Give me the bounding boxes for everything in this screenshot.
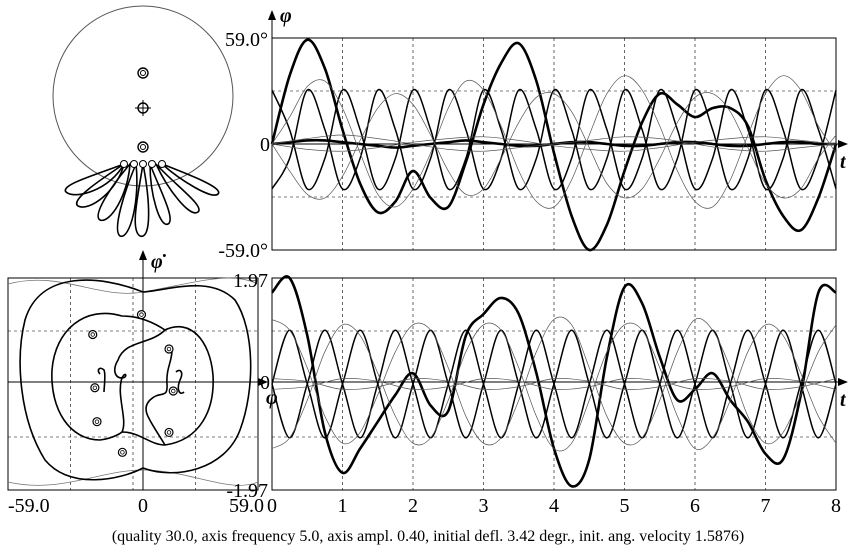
velocity-plot-x-ticks: 0 1 2 3 4 5 6 7 8 bbox=[267, 495, 841, 517]
phase-plot-x-arrow bbox=[258, 378, 268, 386]
x-tick-label: 2 bbox=[408, 495, 418, 517]
phase-marker-core bbox=[139, 312, 144, 317]
velocity-plot-series bbox=[271, 275, 837, 488]
series-line-5 bbox=[271, 322, 837, 452]
figure-canvas: φ t 59.0° 0 -59.0° φ̇ φ -59.0 0 59.0 bbox=[7, 5, 848, 517]
pendulum-mass-markers bbox=[120, 160, 166, 168]
series-line-7 bbox=[271, 134, 837, 152]
phase-plot-y-arrow bbox=[139, 250, 147, 260]
series-line-6 bbox=[271, 92, 837, 200]
x-tick-label: 8 bbox=[831, 495, 841, 517]
angle-plot-y-arrow bbox=[268, 10, 276, 20]
series-line-5 bbox=[271, 75, 837, 209]
phase-marker-core bbox=[92, 385, 98, 390]
x-tick-label: 6 bbox=[690, 495, 700, 517]
phase-plot-grid bbox=[8, 278, 258, 490]
velocity-plot-x-label: t bbox=[840, 389, 847, 411]
velocity-vs-time-chart: t 1.97 0 -1.97 0 1 2 3 4 5 6 7 8 bbox=[226, 270, 848, 517]
phase-marker-core bbox=[166, 430, 172, 435]
series-line-6 bbox=[271, 378, 837, 390]
phase-marker bbox=[164, 427, 174, 438]
phase-marker-core bbox=[90, 332, 95, 337]
series-line-1 bbox=[270, 38, 838, 252]
pivot-ring-center bbox=[135, 100, 151, 116]
x-tick-label: 3 bbox=[479, 495, 489, 517]
series-line-3 bbox=[271, 88, 837, 191]
angle-plot-y-zero-tick: 0 bbox=[260, 134, 270, 156]
phase-marker bbox=[88, 329, 98, 340]
velocity-plot-y-top-tick: 1.97 bbox=[233, 270, 268, 292]
x-tick-label: 0 bbox=[267, 495, 277, 517]
phase-marker bbox=[92, 417, 102, 427]
phase-plot-x-tick-left: -59.0 bbox=[8, 495, 50, 517]
angle-plot-y-bottom-tick: -59.0° bbox=[218, 240, 268, 262]
series-line-4 bbox=[271, 316, 837, 446]
phase-marker-core bbox=[120, 450, 125, 455]
velocity-plot-y-zero-tick: 0 bbox=[260, 372, 270, 394]
angle-plot-y-top-tick: 59.0° bbox=[225, 29, 268, 51]
angle-plot-x-label: t bbox=[840, 151, 847, 173]
figure-caption: (quality 30.0, axis frequency 5.0, axis … bbox=[111, 528, 745, 545]
velocity-plot-y-bottom-tick: -1.97 bbox=[226, 480, 268, 502]
phase-plot-x-tick-zero: 0 bbox=[138, 495, 148, 517]
phase-plot-markers bbox=[88, 309, 178, 457]
series-line-3 bbox=[271, 329, 837, 439]
phase-marker-core bbox=[171, 388, 176, 394]
phase-marker bbox=[90, 383, 100, 393]
angle-plot-grid bbox=[272, 38, 836, 250]
phase-marker bbox=[168, 386, 178, 396]
x-tick-label: 5 bbox=[620, 495, 630, 517]
pendulum-view bbox=[52, 5, 234, 237]
pendulum-swing-curves bbox=[64, 160, 220, 237]
phase-trajectory bbox=[7, 277, 259, 486]
x-tick-label: 1 bbox=[338, 495, 348, 517]
series-line-1 bbox=[271, 275, 837, 488]
x-tick-label: 4 bbox=[549, 495, 559, 517]
phase-plot-y-label: φ̇ bbox=[151, 251, 167, 273]
phase-marker bbox=[136, 309, 147, 320]
angle-plot-t-arrow bbox=[838, 140, 848, 148]
phase-marker-core bbox=[166, 346, 172, 352]
phase-marker-core bbox=[94, 419, 100, 424]
series-line-7 bbox=[271, 378, 837, 390]
angle-plot-series bbox=[270, 38, 838, 252]
pivot-ring-bottom bbox=[137, 141, 149, 153]
pendulum-circle bbox=[52, 5, 234, 187]
pivot-ring-top bbox=[137, 67, 149, 79]
x-tick-label: 7 bbox=[761, 495, 771, 517]
series-line-8 bbox=[271, 136, 837, 152]
angle-vs-time-chart: φ t 59.0° 0 -59.0° bbox=[218, 5, 848, 262]
velocity-plot-t-arrow bbox=[838, 378, 848, 386]
phase-marker bbox=[164, 344, 174, 354]
angle-plot-y-label: φ bbox=[280, 5, 292, 27]
phase-plot-x-tick-right: 59.0 bbox=[229, 495, 264, 517]
phase-marker bbox=[117, 447, 128, 457]
series-line-4 bbox=[271, 88, 837, 191]
